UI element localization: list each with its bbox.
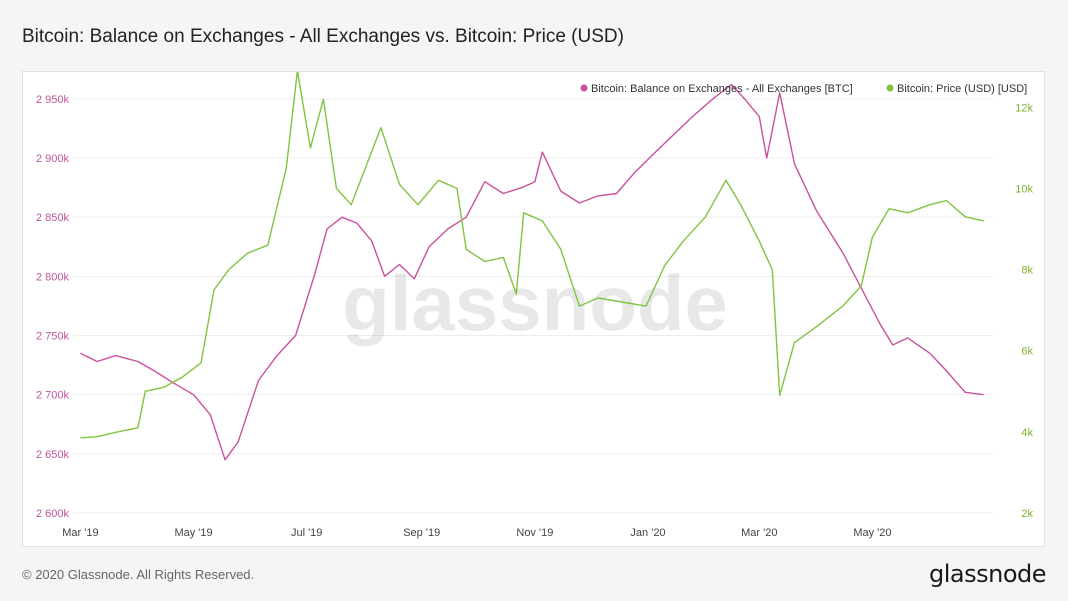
series-line-balance[interactable] <box>80 83 984 461</box>
legend-marker <box>886 84 894 92</box>
y-right-tick-label: 10k <box>1015 183 1033 195</box>
y-right-tick-label: 12k <box>1015 102 1033 114</box>
y-left-tick-label: 2 800k <box>36 271 70 283</box>
copyright-text: © 2020 Glassnode. All Rights Reserved. <box>22 567 255 582</box>
watermark-text: glassnode <box>342 259 728 347</box>
x-axis: Mar '19 May '19 Jul '19 Sep '19 Nov '19 Jan '… <box>62 527 891 539</box>
chart-panel: glassnode 2 600k 2 650k 2 700k 2 750k 2 800k… <box>22 71 1045 547</box>
y-left-tick-label: 2 750k <box>36 331 70 343</box>
y-right-tick-label: 4k <box>1021 427 1033 439</box>
y-left-tick-label: 2 600k <box>36 508 70 520</box>
y-right-tick-label: 2k <box>1021 508 1033 520</box>
x-tick-label: Nov '19 <box>516 527 553 539</box>
x-tick-label: Sep '19 <box>403 527 440 539</box>
y-left-tick-label: 2 650k <box>36 449 70 461</box>
series-group <box>80 72 984 461</box>
y-axis-left: 2 600k 2 650k 2 700k 2 750k 2 800k 2 850k 2 90… <box>36 94 70 520</box>
x-tick-label: Jan '20 <box>630 527 665 539</box>
glassnode-logo[interactable]: glassnode <box>928 560 1047 588</box>
legend-marker <box>580 84 588 92</box>
x-tick-label: May '19 <box>174 527 212 539</box>
y-right-tick-label: 8k <box>1021 265 1033 277</box>
chart-svg[interactable]: glassnode 2 600k 2 650k 2 700k 2 750k 2 800k… <box>23 72 1044 546</box>
y-left-tick-label: 2 900k <box>36 153 70 165</box>
series-line-price[interactable] <box>80 72 984 439</box>
x-tick-label: Jul '19 <box>291 527 322 539</box>
y-axis-right: 2k 4k 6k 8k 10k 12k <box>1015 102 1033 520</box>
x-tick-label: Mar '20 <box>741 527 777 539</box>
legend: Bitcoin: Balance on Exchanges - All Exch… <box>580 83 1027 95</box>
y-left-tick-label: 2 850k <box>36 212 70 224</box>
y-left-tick-label: 2 950k <box>36 94 70 106</box>
x-tick-label: Mar '19 <box>62 527 98 539</box>
y-right-tick-label: 6k <box>1021 346 1033 358</box>
legend-label[interactable]: Bitcoin: Price (USD) [USD] <box>897 83 1027 95</box>
x-tick-label: May '20 <box>853 527 891 539</box>
page-title: Bitcoin: Balance on Exchanges - All Exch… <box>22 26 624 47</box>
y-left-tick-label: 2 700k <box>36 390 70 402</box>
legend-label[interactable]: Bitcoin: Balance on Exchanges - All Exch… <box>591 83 853 95</box>
